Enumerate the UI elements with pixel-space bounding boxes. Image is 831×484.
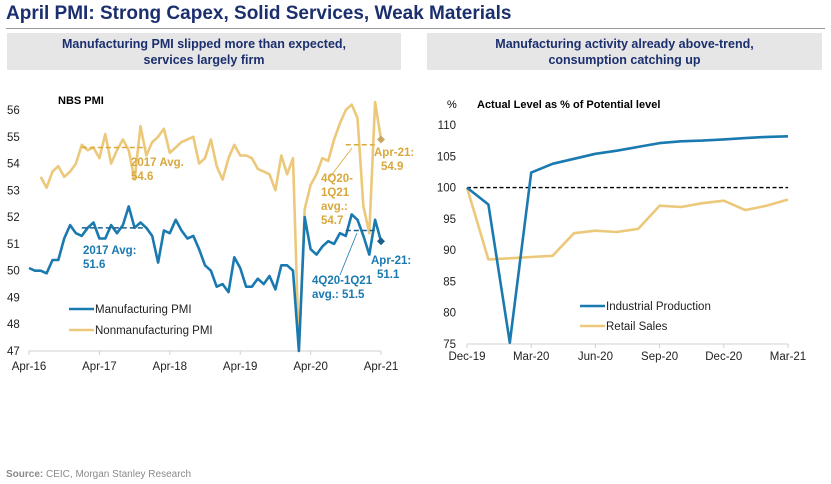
- right-y-tick-label: 105: [437, 151, 456, 163]
- manufacturing-recent-avg-value: avg.: 51.5: [312, 289, 365, 301]
- right-chart-ylabel: %: [447, 99, 457, 111]
- left-x-tick-label: Apr-19: [223, 361, 258, 373]
- right-x-tick-label: Mar-20: [513, 351, 549, 363]
- right-y-tick-label: 85: [443, 276, 456, 288]
- nonmanufacturing-recent-avg-value: 54.7: [321, 215, 343, 227]
- retail-sales-line: [465, 187, 789, 261]
- left-x-tick-label: Apr-17: [82, 361, 117, 373]
- left-y-tick-label: 49: [7, 292, 20, 304]
- right-chart-legend: Industrial Production Retail Sales: [580, 301, 711, 333]
- legend-label-retail: Retail Sales: [606, 321, 668, 333]
- left-y-tick-label: 54: [7, 159, 20, 171]
- right-x-tick-label: Dec-19: [448, 351, 485, 363]
- right-y-tick-label: 75: [443, 339, 456, 351]
- page-title: April PMI: Strong Capex, Solid Services,…: [6, 3, 512, 24]
- manufacturing-2017-avg-label: 2017 Avg:: [83, 245, 136, 257]
- left-y-tick-label: 51: [7, 239, 20, 251]
- left-header-line1: Manufacturing PMI slipped more than expe…: [61, 36, 347, 51]
- nonmanufacturing-latest-value: 54.9: [381, 161, 403, 173]
- right-y-tick-label: 110: [438, 120, 456, 132]
- right-x-tick-label: Jun-20: [578, 351, 613, 363]
- right-chart-axes: Dec-19 Mar-20 Jun-20 Sep-20 Dec-20 Mar-21 75 80…: [437, 120, 806, 363]
- right-header-line1: Manufacturing activity already above-tre…: [495, 36, 754, 51]
- legend-label-industrial: Industrial Production: [606, 301, 711, 313]
- right-chart-series: [465, 135, 789, 345]
- legend-label-manufacturing: Manufacturing PMI: [95, 304, 192, 316]
- left-chart-legend: Manufacturing PMI Nonmanufacturing PMI: [69, 304, 213, 337]
- left-chart-series: [28, 100, 385, 353]
- manufacturing-latest-marker: [377, 237, 385, 246]
- left-x-tick-label: Apr-18: [153, 361, 188, 373]
- left-y-tick-label: 56: [7, 105, 20, 117]
- nonmanufacturing-2017-avg-label: 2017 Avg.: [131, 157, 184, 169]
- left-y-tick-label: 50: [7, 266, 20, 278]
- source-label: Source:: [6, 469, 44, 480]
- nonmanufacturing-latest-marker: [377, 135, 385, 144]
- left-header-line2: services largely firm: [143, 52, 265, 67]
- left-y-tick-label: 52: [7, 212, 20, 224]
- nonmanufacturing-recent-avg-label-1: 4Q20-: [321, 173, 353, 185]
- right-y-tick-label: 100: [437, 183, 456, 195]
- right-x-tick-label: Mar-21: [770, 351, 806, 363]
- left-x-tick-label: Apr-16: [12, 361, 47, 373]
- manufacturing-avg-pointer: [339, 232, 358, 276]
- left-x-tick-label: Apr-21: [364, 361, 399, 373]
- right-header-line2: consumption catching up: [548, 52, 701, 67]
- manufacturing-pmi-line: [28, 205, 383, 353]
- title-divider: [6, 28, 825, 29]
- right-chart-title: Actual Level as % of Potential level: [477, 99, 660, 111]
- nonmanufacturing-2017-avg-value: 54.6: [131, 171, 153, 183]
- manufacturing-latest-label: Apr-21:: [371, 255, 411, 267]
- source-text: CEIC, Morgan Stanley Research: [46, 469, 192, 480]
- right-x-tick-label: Dec-20: [705, 351, 742, 363]
- left-y-tick-label: 48: [7, 319, 20, 331]
- nonmanufacturing-recent-avg-label-3: avg.:: [321, 201, 348, 213]
- manufacturing-latest-value: 51.1: [377, 269, 400, 281]
- manufacturing-recent-avg-label: 4Q20-1Q21: [312, 275, 373, 287]
- left-y-tick-label: 55: [7, 132, 20, 144]
- left-chart-title: NBS PMI: [58, 95, 104, 107]
- industrial-production-line: [466, 135, 789, 345]
- right-y-tick-label: 90: [443, 245, 456, 257]
- legend-label-nonmanufacturing: Nonmanufacturing PMI: [95, 325, 213, 337]
- nonmanufacturing-latest-label: Apr-21:: [374, 147, 414, 159]
- manufacturing-2017-avg-value: 51.6: [83, 259, 105, 271]
- right-y-tick-label: 95: [443, 214, 456, 226]
- nonmanufacturing-avg-pointer: [329, 147, 353, 178]
- left-panel-header: Manufacturing PMI slipped more than expe…: [7, 33, 401, 70]
- left-chart-axes: Apr-16 Apr-17 Apr-18 Apr-19 Apr-20 Apr-21 47 48…: [7, 105, 398, 373]
- source-note: Source: CEIC, Morgan Stanley Research: [6, 469, 191, 480]
- right-panel-header: Manufacturing activity already above-tre…: [427, 33, 822, 70]
- nonmanufacturing-recent-avg-label-2: 1Q21: [321, 187, 350, 199]
- right-y-tick-label: 80: [443, 308, 456, 320]
- left-y-tick-label: 47: [7, 346, 20, 358]
- nonmanufacturing-pmi-line: [39, 100, 383, 353]
- right-x-tick-label: Sep-20: [641, 351, 678, 363]
- left-y-tick-label: 53: [7, 185, 20, 197]
- left-x-tick-label: Apr-20: [293, 361, 328, 373]
